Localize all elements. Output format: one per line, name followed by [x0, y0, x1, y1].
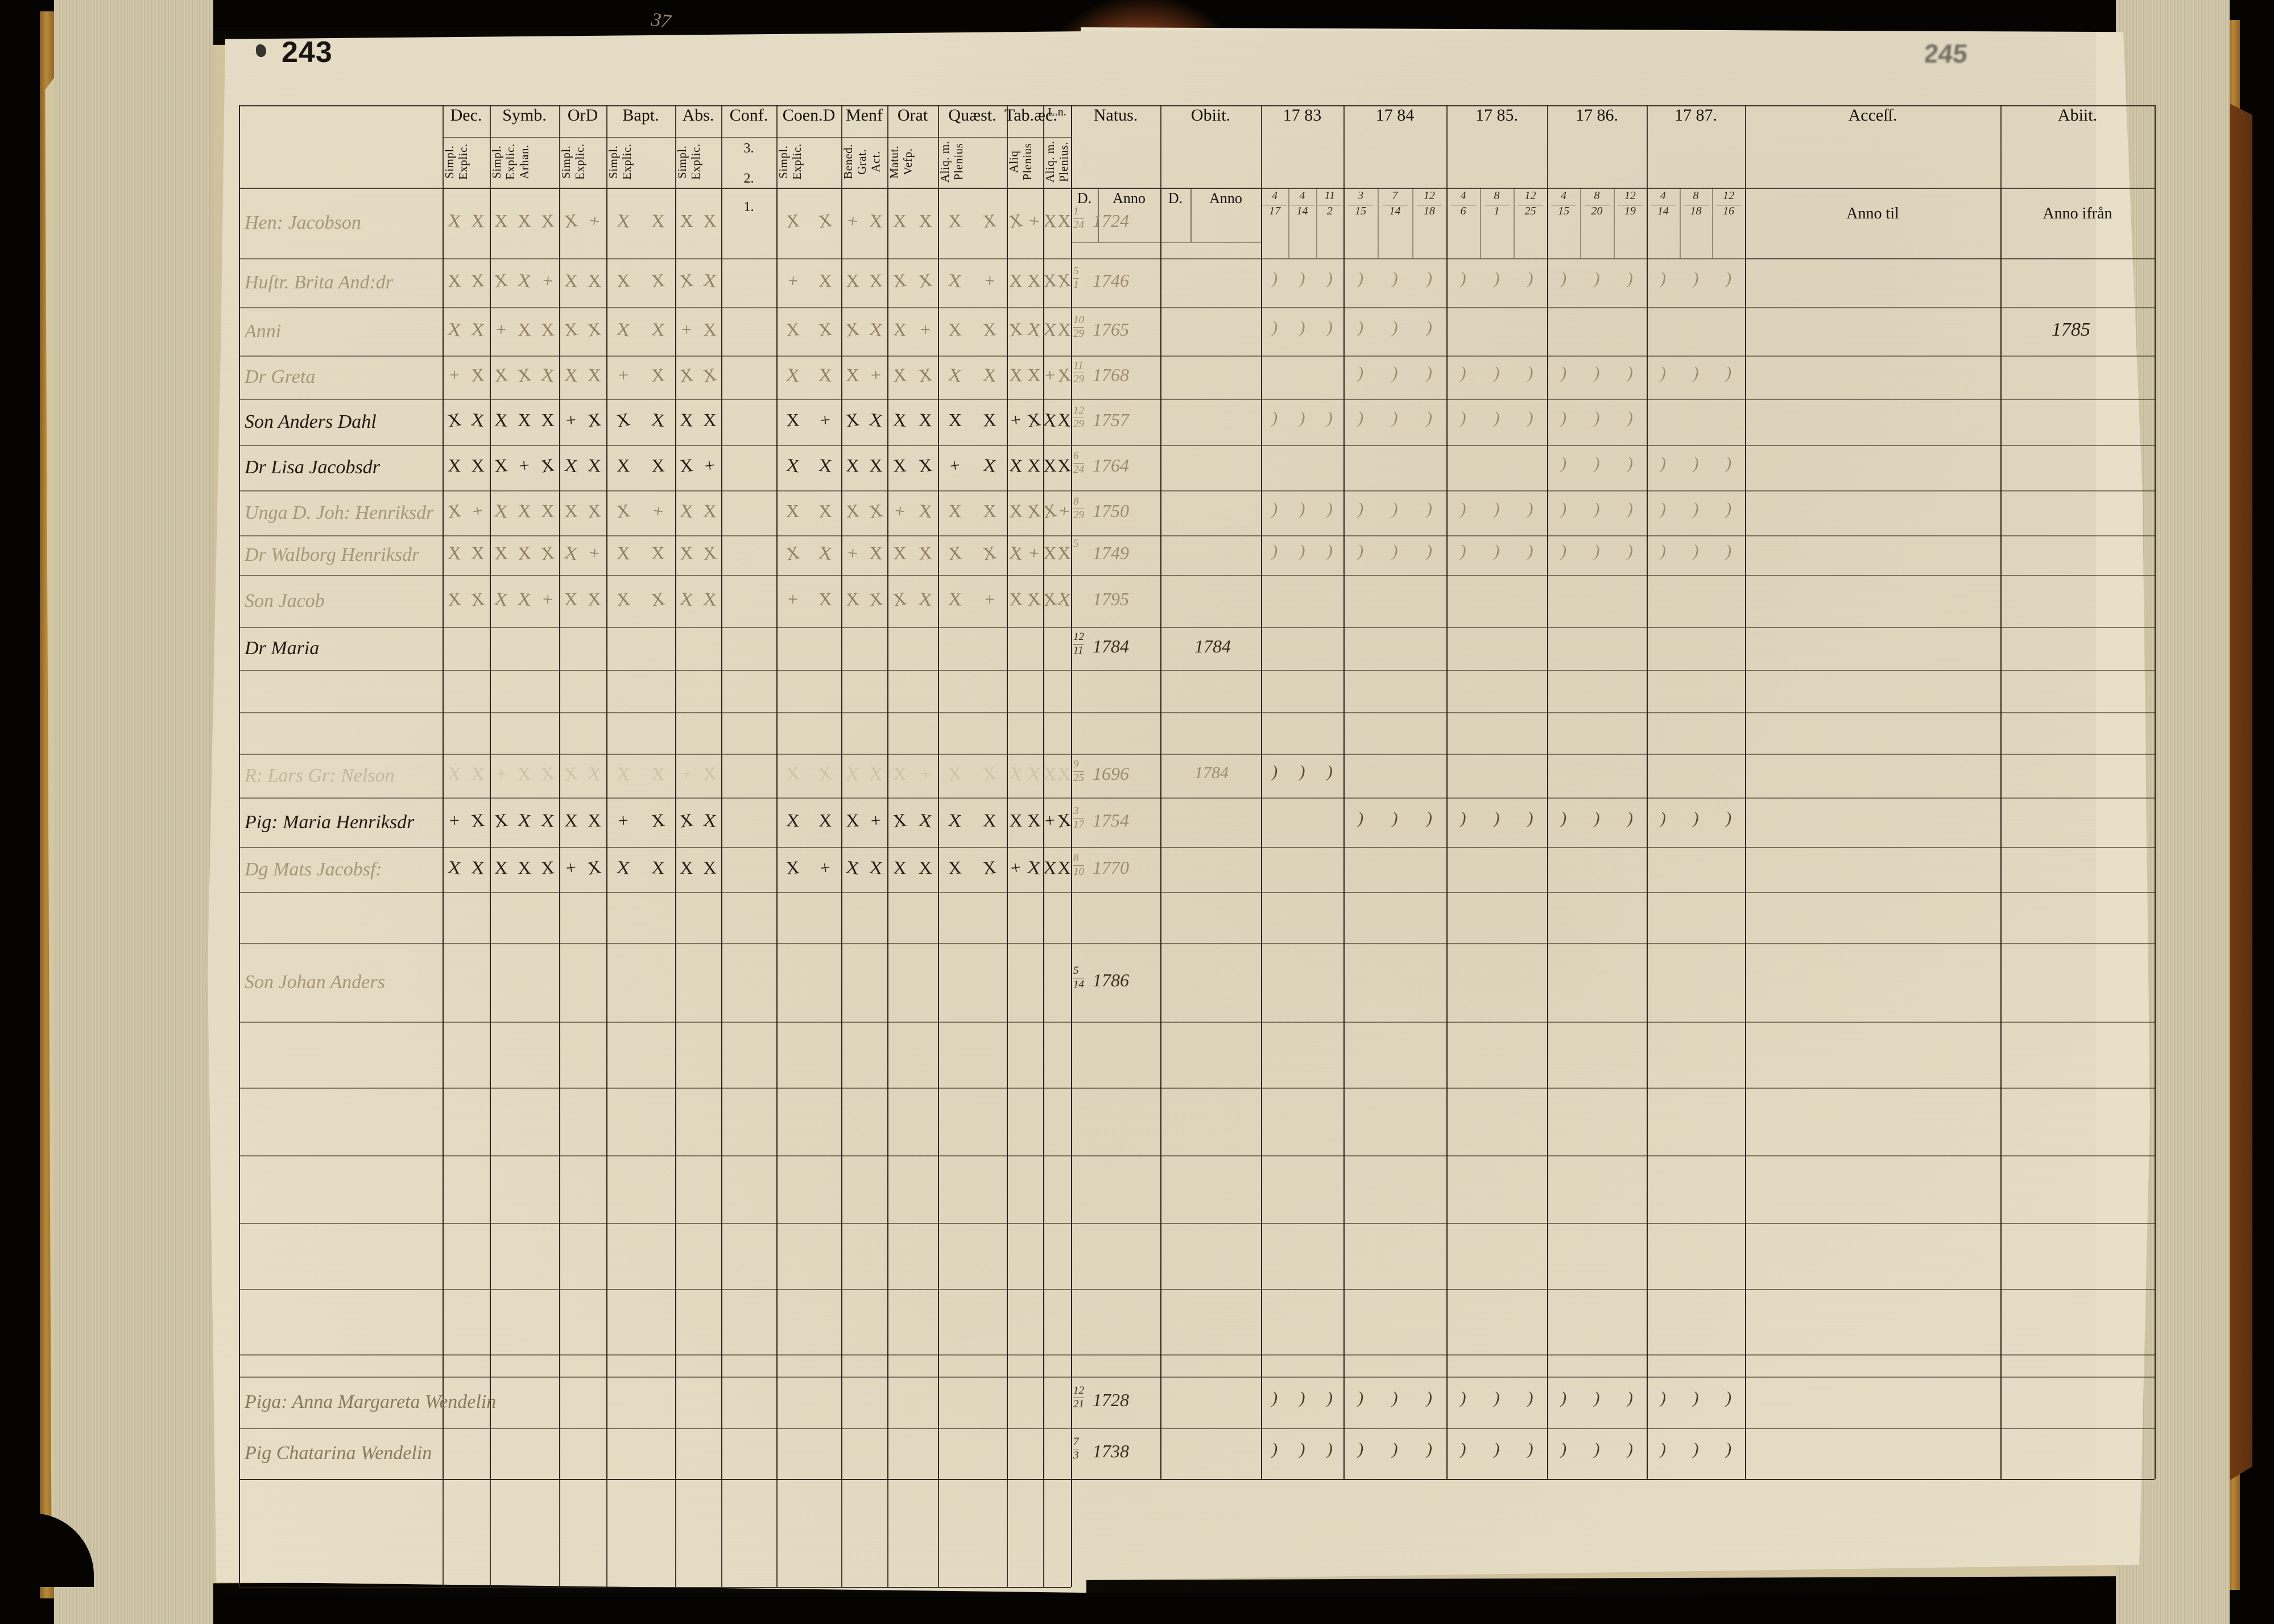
svg-text:245: 245 [1925, 39, 1969, 68]
